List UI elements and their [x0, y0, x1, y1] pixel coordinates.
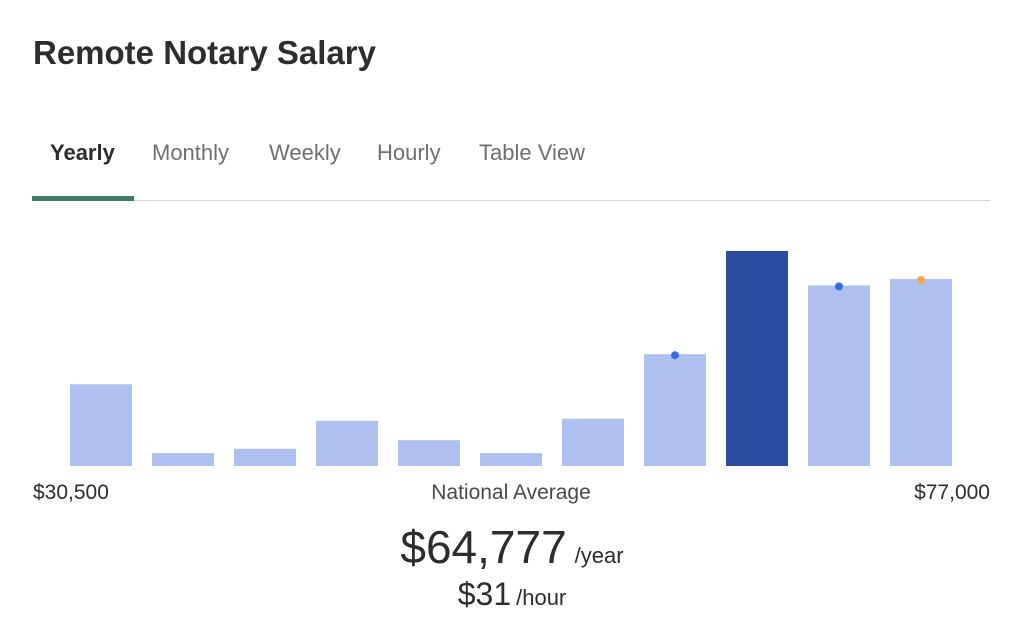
histogram-bar [152, 453, 214, 466]
tab-weekly[interactable]: Weekly [269, 140, 341, 165]
histogram-bar [480, 453, 542, 466]
yearly-unit: /year [574, 543, 624, 568]
yearly-average-value: $64,777 [400, 521, 567, 573]
salary-histogram [70, 251, 952, 466]
tab-hourly[interactable]: Hourly [377, 140, 441, 165]
salary-period-tabs: Yearly Monthly Weekly Hourly Table View [32, 130, 990, 201]
tab-table-view[interactable]: Table View [479, 140, 585, 165]
national-average-label: National Average [431, 481, 591, 504]
tab-yearly[interactable]: Yearly [50, 140, 115, 165]
histogram-bar-average [726, 251, 788, 466]
histogram-bar [234, 448, 296, 466]
hourly-unit: /hour [516, 585, 567, 610]
histogram-bar [398, 440, 460, 466]
x-min-label: $30,500 [33, 481, 109, 504]
page-title: Remote Notary Salary [33, 34, 376, 71]
histogram-bar [316, 420, 378, 466]
active-tab-indicator [32, 196, 134, 201]
blue-marker-dot [671, 351, 679, 360]
histogram-bar [70, 384, 132, 466]
histogram-bar [890, 278, 952, 466]
orange-marker-dot [917, 275, 925, 284]
blue-marker-dot [835, 282, 843, 291]
tab-monthly[interactable]: Monthly [152, 140, 230, 165]
hourly-average-value: $31 [457, 576, 512, 612]
histogram-bar [808, 285, 870, 466]
hourly-average: $31/hour [0, 576, 1024, 613]
histogram-bar [562, 418, 624, 466]
yearly-average: $64,777/year [0, 520, 1024, 574]
histogram-bar [644, 354, 706, 466]
x-max-label: $77,000 [914, 481, 990, 504]
